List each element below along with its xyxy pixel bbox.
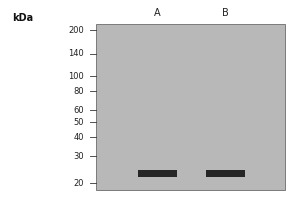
Text: 80: 80: [74, 87, 84, 96]
Text: kDa: kDa: [12, 13, 33, 23]
Text: 200: 200: [68, 26, 84, 35]
Text: B: B: [222, 8, 228, 18]
Text: 20: 20: [74, 179, 84, 188]
Text: A: A: [154, 8, 161, 18]
Text: 140: 140: [68, 49, 84, 58]
Text: 50: 50: [74, 118, 84, 127]
Text: 40: 40: [74, 133, 84, 142]
Text: 60: 60: [74, 106, 84, 115]
Text: 30: 30: [74, 152, 84, 161]
Text: 100: 100: [68, 72, 84, 81]
